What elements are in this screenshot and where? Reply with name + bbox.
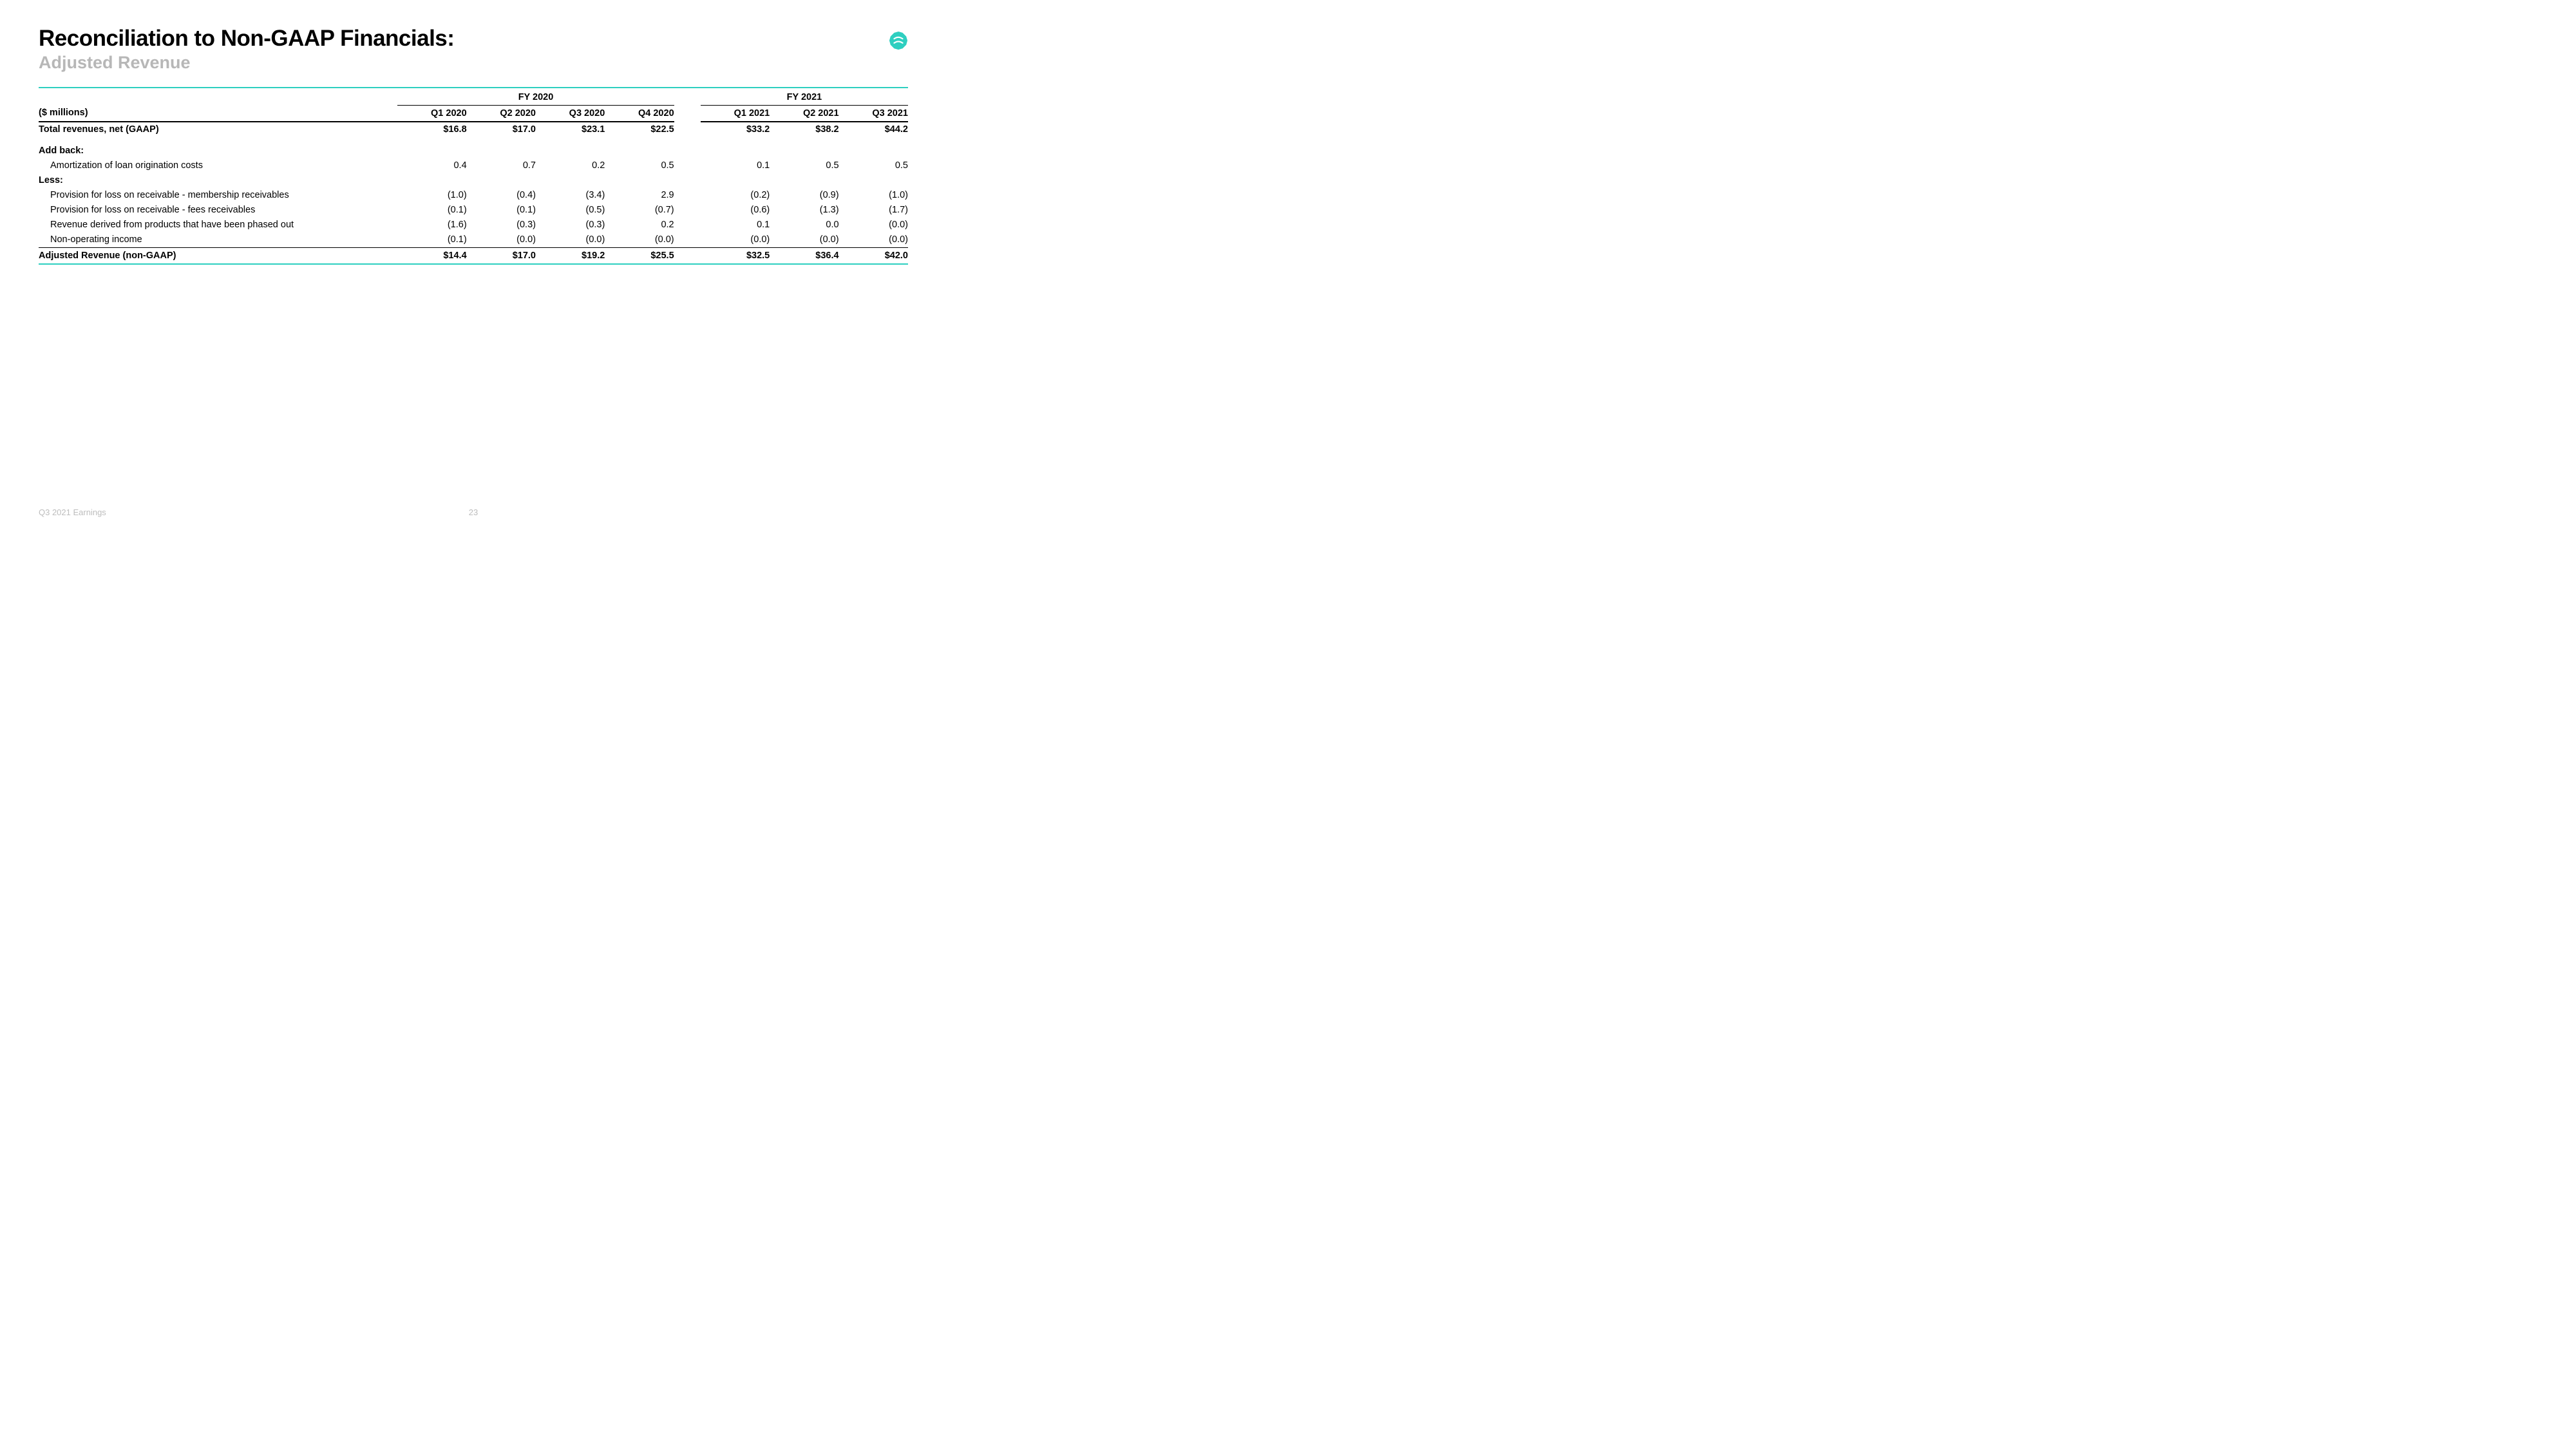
cell: $17.0 (467, 247, 536, 264)
brand-logo-icon (889, 31, 908, 50)
section-label: Less: (39, 173, 397, 188)
cell: (0.0) (770, 232, 838, 248)
units-label: ($ millions) (39, 106, 397, 122)
cell: (1.0) (839, 188, 908, 203)
table-quarter-header: ($ millions) Q1 2020 Q2 2020 Q3 2020 Q4 … (39, 106, 908, 122)
quarter-label: Q3 2021 (839, 106, 908, 122)
cell: 0.0 (770, 218, 838, 232)
row-label: Non-operating income (39, 232, 397, 248)
cell: 2.9 (605, 188, 674, 203)
page-title: Reconciliation to Non-GAAP Financials: (39, 26, 908, 52)
cell: (0.9) (770, 188, 838, 203)
slide-footer: Q3 2021 Earnings 23 (39, 507, 908, 517)
row-label: Provision for loss on receivable - fees … (39, 203, 397, 218)
table-section-add-back: Add back: (39, 144, 908, 158)
quarter-label: Q2 2021 (770, 106, 838, 122)
cell: 0.2 (605, 218, 674, 232)
cell: $33.2 (701, 122, 770, 137)
cell: (0.0) (605, 232, 674, 248)
reconciliation-table: FY 2020 FY 2021 ($ millions) Q1 2020 Q2 … (39, 87, 908, 265)
cell: (0.3) (536, 218, 605, 232)
table-row-total-revenues: Total revenues, net (GAAP) $16.8 $17.0 $… (39, 122, 908, 137)
cell: (1.3) (770, 203, 838, 218)
cell: $23.1 (536, 122, 605, 137)
table-row-provision-fees: Provision for loss on receivable - fees … (39, 203, 908, 218)
quarter-label: Q1 2020 (397, 106, 466, 122)
quarter-label: Q4 2020 (605, 106, 674, 122)
cell: $42.0 (839, 247, 908, 264)
row-label: Provision for loss on receivable - membe… (39, 188, 397, 203)
cell: 0.7 (467, 158, 536, 173)
cell: (0.3) (467, 218, 536, 232)
row-label: Adjusted Revenue (non-GAAP) (39, 247, 397, 264)
page-number: 23 (469, 507, 478, 517)
cell: (0.0) (467, 232, 536, 248)
year-group-label: FY 2020 (397, 88, 674, 106)
cell: (0.0) (701, 232, 770, 248)
table-row-provision-membership: Provision for loss on receivable - membe… (39, 188, 908, 203)
title-block: Reconciliation to Non-GAAP Financials: A… (39, 26, 908, 73)
cell: 0.4 (397, 158, 466, 173)
cell: $14.4 (397, 247, 466, 264)
cell: (0.5) (536, 203, 605, 218)
cell: (3.4) (536, 188, 605, 203)
cell: (0.6) (701, 203, 770, 218)
cell: (0.1) (397, 203, 466, 218)
cell: 0.5 (770, 158, 838, 173)
cell: $16.8 (397, 122, 466, 137)
row-label: Revenue derived from products that have … (39, 218, 397, 232)
cell: (0.4) (467, 188, 536, 203)
table-year-header: FY 2020 FY 2021 (39, 88, 908, 106)
cell: (0.1) (397, 232, 466, 248)
quarter-label: Q2 2020 (467, 106, 536, 122)
cell: $44.2 (839, 122, 908, 137)
cell: 0.2 (536, 158, 605, 173)
table-row-amortization: Amortization of loan origination costs 0… (39, 158, 908, 173)
cell: (0.0) (839, 218, 908, 232)
footer-left: Q3 2021 Earnings (39, 507, 106, 517)
cell: $17.0 (467, 122, 536, 137)
table-section-less: Less: (39, 173, 908, 188)
page-subtitle: Adjusted Revenue (39, 53, 908, 73)
quarter-label: Q3 2020 (536, 106, 605, 122)
cell: $25.5 (605, 247, 674, 264)
cell: (0.2) (701, 188, 770, 203)
cell: 0.1 (701, 218, 770, 232)
cell: $22.5 (605, 122, 674, 137)
cell: 0.5 (839, 158, 908, 173)
cell: (0.0) (839, 232, 908, 248)
cell: $19.2 (536, 247, 605, 264)
cell: (1.0) (397, 188, 466, 203)
table-row-adjusted-revenue: Adjusted Revenue (non-GAAP) $14.4 $17.0 … (39, 247, 908, 264)
table-row-phased-out: Revenue derived from products that have … (39, 218, 908, 232)
year-group-label: FY 2021 (701, 88, 908, 106)
cell: (0.7) (605, 203, 674, 218)
cell: (0.1) (467, 203, 536, 218)
row-label: Total revenues, net (GAAP) (39, 122, 397, 137)
cell: $32.5 (701, 247, 770, 264)
row-label: Amortization of loan origination costs (39, 158, 397, 173)
cell: (0.0) (536, 232, 605, 248)
section-label: Add back: (39, 144, 397, 158)
slide: Reconciliation to Non-GAAP Financials: A… (0, 0, 947, 533)
cell: 0.1 (701, 158, 770, 173)
table-row-non-operating: Non-operating income (0.1) (0.0) (0.0) (… (39, 232, 908, 248)
cell: (1.6) (397, 218, 466, 232)
cell: 0.5 (605, 158, 674, 173)
cell: (1.7) (839, 203, 908, 218)
quarter-label: Q1 2021 (701, 106, 770, 122)
cell: $36.4 (770, 247, 838, 264)
cell: $38.2 (770, 122, 838, 137)
